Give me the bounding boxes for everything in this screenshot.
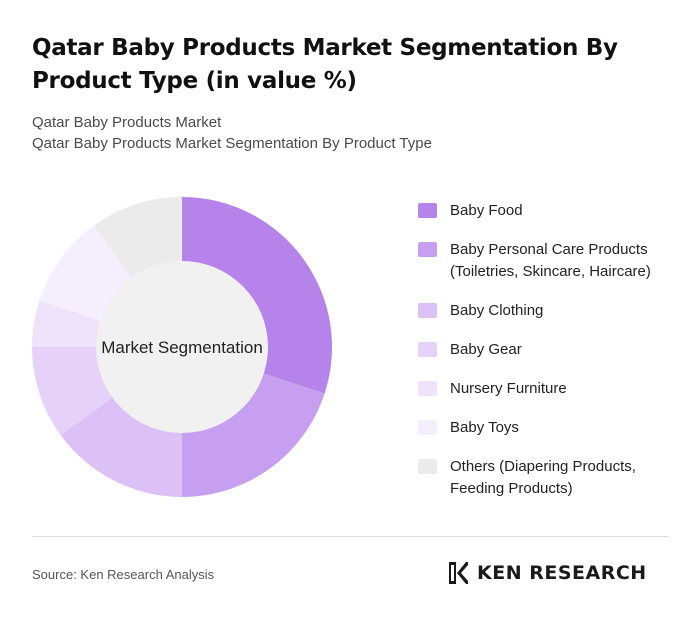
brand-logo: KEN RESEARCH: [447, 560, 647, 586]
legend-swatch: [418, 459, 437, 474]
legend-label: Baby Toys: [450, 419, 519, 436]
legend-label: Baby Personal Care Products (Toiletries,…: [450, 241, 651, 280]
donut-hole: [96, 261, 268, 433]
legend-label: Nursery Furniture: [450, 380, 567, 397]
legend-item: Baby Food: [418, 200, 688, 222]
legend-swatch: [418, 420, 437, 435]
legend-swatch: [418, 242, 437, 257]
center-label: Market Segmentation: [101, 338, 263, 357]
subtitle: Qatar Baby Products Market Qatar Baby Pr…: [32, 112, 432, 154]
legend-item: Baby Toys: [418, 417, 688, 439]
legend-label: Baby Gear: [450, 341, 522, 358]
legend-label: Baby Food: [450, 202, 523, 219]
legend-item: Others (Diapering Products, Feeding Prod…: [418, 456, 688, 500]
legend-swatch: [418, 342, 437, 357]
logo-text: KEN RESEARCH: [477, 562, 647, 584]
page-title: Qatar Baby Products Market Segmentation …: [32, 35, 618, 94]
source-note: Source: Ken Research Analysis: [32, 567, 215, 582]
donut-chart-svg: Market Segmentation: [32, 197, 332, 497]
legend-item: Baby Personal Care Products (Toiletries,…: [418, 239, 688, 283]
legend-item: Baby Clothing: [418, 300, 688, 322]
legend: Baby Food Baby Personal Care Products (To…: [418, 200, 688, 517]
legend-label: Baby Clothing: [450, 302, 544, 319]
subtitle-line-2: Qatar Baby Products Market Segmentation …: [32, 135, 432, 152]
subtitle-line-1: Qatar Baby Products Market: [32, 114, 222, 131]
legend-item: Nursery Furniture: [418, 378, 688, 400]
legend-item: Baby Gear: [418, 339, 688, 361]
legend-label: Others (Diapering Products, Feeding Prod…: [450, 458, 636, 497]
legend-swatch: [418, 381, 437, 396]
legend-swatch: [418, 303, 437, 318]
divider: [32, 536, 668, 537]
legend-swatch: [418, 203, 437, 218]
ken-research-logo-icon: [449, 562, 468, 584]
donut-chart: Market Segmentation: [26, 190, 338, 502]
